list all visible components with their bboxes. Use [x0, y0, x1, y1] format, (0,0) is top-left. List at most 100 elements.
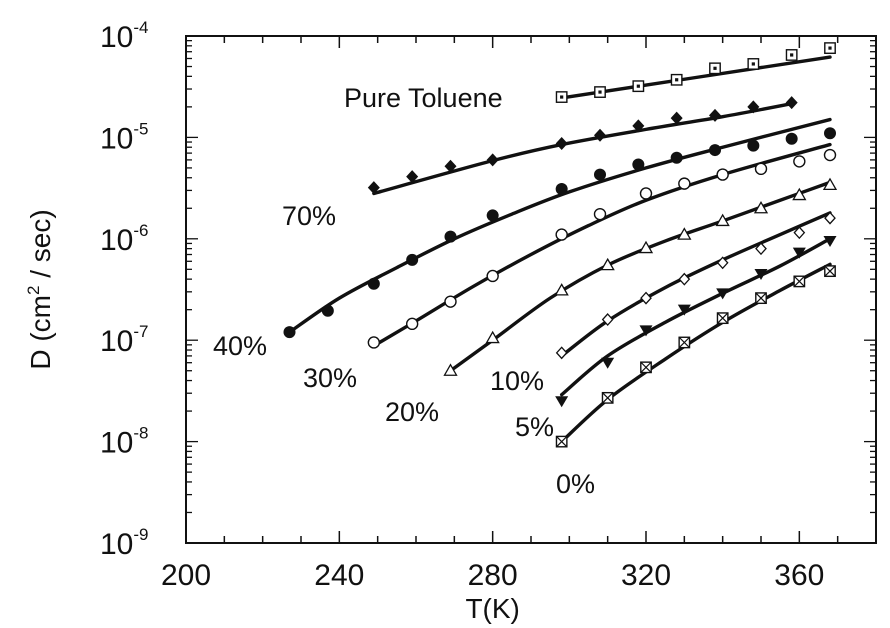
data-point: [640, 291, 652, 305]
marker-cross: [717, 312, 729, 324]
y-tick-label-exp: -5: [133, 119, 148, 138]
marker-dot: [790, 53, 794, 57]
data-point: [678, 272, 691, 286]
y-tick-label-base: 10: [100, 21, 133, 54]
data-point: [747, 58, 760, 70]
y-tick-label: 10-8: [100, 424, 149, 460]
y-tick-label-exp: -9: [133, 525, 148, 544]
data-point: [747, 100, 760, 114]
data-point: [670, 73, 683, 86]
data-point: [444, 159, 457, 173]
data-point: [632, 119, 645, 133]
data-point: [754, 162, 768, 176]
series-label: 30%: [303, 363, 357, 393]
series-label: 20%: [385, 397, 439, 427]
fit-curve: [559, 55, 832, 100]
series-labels: Pure Toluene 70% 40% 30% 20% 10% 5%0%: [213, 83, 595, 499]
data-point: [709, 108, 721, 122]
data-point: [754, 268, 768, 280]
data-point: [824, 127, 836, 140]
series-label: Pure Toluene: [344, 83, 503, 113]
data-point: [594, 168, 606, 181]
data-point: [555, 396, 569, 408]
data-point: [321, 304, 334, 317]
data-point: [823, 236, 837, 248]
x-tick-label: 320: [621, 559, 671, 592]
data-point: [485, 330, 500, 344]
data-point: [677, 304, 691, 316]
data-point: [792, 247, 806, 259]
marker-cross: [602, 392, 614, 404]
data-point: [555, 182, 568, 195]
fit-curve: [372, 101, 794, 196]
y-tick-label-exp: -8: [133, 424, 148, 443]
data-point: [823, 148, 837, 162]
fit-curve: [448, 180, 832, 373]
y-tick-label: 10-6: [100, 221, 149, 257]
data-point: [716, 288, 730, 300]
data-point: [755, 292, 767, 305]
data-point: [555, 91, 568, 103]
data-point: [632, 80, 645, 93]
y-tick-labels: 10-910-810-710-610-510-4: [100, 18, 149, 561]
data-point: [678, 177, 691, 190]
data-point: [632, 158, 645, 171]
data-point: [406, 253, 419, 266]
y-tick-label-base: 10: [100, 224, 133, 257]
marker-cross: [793, 275, 805, 288]
data-point: [793, 275, 806, 288]
fit-curve: [559, 211, 832, 358]
data-point: [555, 137, 568, 151]
data-point: [824, 42, 836, 54]
data-point: [486, 153, 499, 167]
data-point: [747, 139, 760, 152]
series-label: 70%: [282, 201, 336, 231]
marker-cross: [678, 336, 690, 349]
y-tick-label-base: 10: [100, 528, 133, 561]
data-point: [600, 257, 615, 271]
data-points: [283, 42, 838, 448]
data-point: [283, 326, 296, 339]
series-label: 0%: [556, 469, 595, 499]
data-point: [639, 187, 653, 200]
marker-cross: [824, 265, 836, 277]
data-point: [639, 325, 653, 337]
marker-cross: [755, 292, 767, 304]
y-tick-label: 10-7: [100, 322, 149, 358]
data-point: [640, 361, 652, 374]
marker-dot: [636, 84, 640, 88]
data-point: [601, 357, 615, 369]
x-axis-label: T(K): [465, 593, 519, 624]
data-point: [367, 181, 380, 195]
fit-curve: [559, 237, 832, 397]
data-point: [785, 49, 798, 61]
plot-frame: [185, 35, 877, 544]
data-point: [716, 312, 729, 325]
y-tick-label-base: 10: [100, 122, 133, 155]
y-axis-label-sup: 2: [24, 286, 43, 295]
marker-dot: [828, 46, 832, 50]
y-axis-label: D (cm2 / sec): [24, 209, 56, 369]
series-label: 10%: [490, 366, 544, 396]
data-point: [716, 168, 729, 181]
data-point: [594, 128, 606, 142]
y-tick-label-base: 10: [100, 325, 133, 358]
data-point: [555, 435, 568, 448]
data-point: [554, 283, 569, 296]
data-point: [405, 317, 419, 331]
data-point: [709, 62, 721, 75]
data-point: [601, 313, 614, 326]
data-point: [824, 211, 836, 225]
data-point: [367, 277, 380, 290]
data-point: [677, 227, 692, 240]
data-point: [709, 144, 721, 157]
marker-cross: [556, 435, 568, 448]
fit-curve: [559, 262, 832, 444]
data-point: [601, 391, 614, 404]
data-point: [753, 200, 769, 214]
x-tick-labels: 200 240 280 320 360: [161, 559, 824, 592]
marker-dot: [598, 90, 602, 94]
data-point: [785, 96, 798, 110]
data-point: [367, 336, 381, 349]
